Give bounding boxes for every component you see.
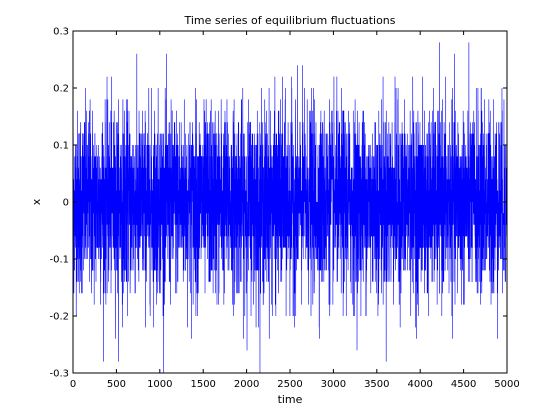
x-tick-label: 2000 [234,379,259,390]
y-tick-label: -0.2 [49,312,69,323]
y-tick-label: 0.2 [53,84,69,95]
x-tick-label: 4500 [451,379,476,390]
x-axis: 0 500 1000 1500 2000 2500 3000 3500 4000 4500 5000 [70,31,520,390]
y-tick-label: 0.3 [53,27,69,38]
chart-title: Time series of equilibrium fluctuations [184,14,396,27]
y-tick-label: 0.1 [53,141,69,152]
x-tick-label: 4000 [407,379,432,390]
y-tick-label: -0.1 [49,255,69,266]
x-tick-label: 3000 [321,379,346,390]
x-tick-label: 0 [70,379,76,390]
x-tick-label: 500 [107,379,126,390]
series-line [73,42,507,373]
x-tick-label: 1500 [190,379,215,390]
plot-area [73,42,507,373]
x-tick-label: 3500 [364,379,389,390]
y-axis: -0.3 -0.2 -0.1 0 0.1 0.2 0.3 [49,27,507,380]
x-tick-label: 5000 [494,379,519,390]
y-axis-label: x [30,198,43,205]
y-tick-label: 0 [63,198,69,209]
x-axis-label: time [278,393,303,406]
x-tick-label: 1000 [147,379,172,390]
x-tick-label: 2500 [277,379,302,390]
y-tick-label: -0.3 [49,369,69,380]
